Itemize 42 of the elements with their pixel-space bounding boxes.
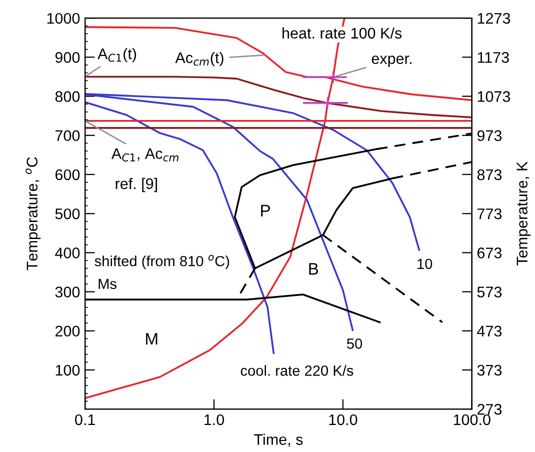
y-tick-label: 100 (56, 364, 80, 376)
annotation: ref. [9] (116, 178, 157, 192)
annotation: M (146, 333, 158, 345)
y-tick-label: 300 (55, 286, 80, 298)
y2-tick-label: 973 (477, 130, 502, 142)
y2-tick-label: 573 (477, 286, 502, 298)
y-tick-label: 1000 (47, 12, 80, 24)
y2-tick-label: 273 (478, 404, 502, 415)
y2-tick-label: 473 (477, 326, 502, 337)
y2-tick-label: 873 (477, 169, 502, 180)
annotation: P (261, 204, 270, 216)
y-tick-label: 900 (55, 52, 80, 63)
x-tick-label: 0.1 (75, 414, 95, 426)
annotation: cool. rate 220 K/s (240, 365, 354, 376)
y-axis-title: Temperature, $^{o}$C (26, 157, 41, 270)
annotation: heat. rate 100 K/s (282, 27, 402, 39)
annotation: A$_{C1}$, Ac$_{cm}$ (111, 148, 178, 162)
y2-tick-label: 673 (478, 248, 502, 258)
y2-axis-title: Temperature, K (516, 162, 531, 266)
x-tick-label: 100.0 (454, 414, 490, 426)
y-tick-label: 700 (56, 130, 80, 142)
y2-tick-label: 1273 (478, 12, 510, 24)
y-tick-label: 200 (55, 326, 80, 337)
y2-tick-label: 373 (477, 364, 502, 376)
annotation: exper. (372, 56, 412, 68)
y-tick-label: 400 (55, 248, 80, 258)
annotation: Ms (98, 278, 116, 290)
annotation: Ac$_{cm}$(t) (175, 52, 224, 66)
y2-tick-label: 1173 (478, 52, 509, 63)
y-tick-label: 800 (55, 91, 80, 102)
y2-tick-label: 1073 (478, 91, 510, 102)
x-tick-label: 10.0 (329, 414, 358, 426)
y-tick-label: 600 (55, 169, 80, 180)
y2-tick-label: 773 (478, 208, 502, 220)
y-tick-label: 500 (55, 208, 80, 220)
annotation: 50 (347, 338, 362, 349)
annotation: A$_{C1}$(t) (98, 48, 136, 62)
annotation: 10 (418, 258, 432, 270)
annotation: B (309, 263, 318, 275)
x-axis-title: Time, s (254, 434, 303, 447)
annotation: shifted (from 810 $^{o}$C) (94, 254, 230, 270)
x-tick-label: 1.0 (204, 414, 224, 426)
